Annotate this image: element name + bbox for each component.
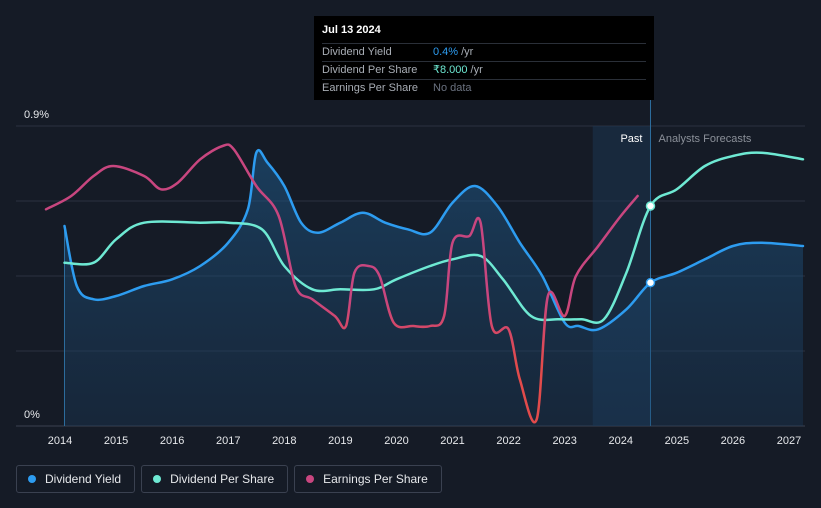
tooltip-row-dividend-yield: Dividend Yield 0.4% /yr — [322, 44, 646, 61]
tooltip-label: Earnings Per Share — [322, 82, 418, 94]
dividend-yield-line — [63, 148, 805, 332]
legend-label: Earnings Per Share — [323, 472, 428, 486]
tooltip-label: Dividend Per Share — [322, 64, 418, 76]
x-tick-label: 2024 — [609, 435, 633, 447]
legend-dot-icon — [28, 475, 36, 483]
tooltip-value: No data — [433, 82, 472, 94]
legend-item-dividend-per-share[interactable]: Dividend Per Share — [141, 465, 289, 493]
past-label: Past — [620, 133, 642, 145]
x-tick-label: 2018 — [272, 435, 296, 447]
x-tick-label: 2026 — [721, 435, 745, 447]
tooltip: Jul 13 2024 Dividend Yield 0.4% /yr Divi… — [314, 16, 654, 100]
y-tick-label: 0.9% — [24, 109, 49, 121]
y-tick-label: 0% — [24, 409, 40, 421]
x-tick-label: 2020 — [384, 435, 408, 447]
x-tick-label: 2022 — [496, 435, 520, 447]
chart-legend: Dividend Yield Dividend Per Share Earnin… — [16, 465, 442, 493]
legend-label: Dividend Yield — [45, 472, 122, 486]
legend-item-dividend-yield[interactable]: Dividend Yield — [16, 465, 136, 493]
tooltip-divider — [322, 79, 646, 80]
tooltip-row-earnings-per-share: Earnings Per Share No data — [322, 80, 646, 97]
data-point-marker — [645, 277, 656, 288]
dividend-yield-area — [64, 150, 804, 427]
legend-dot-icon — [153, 475, 162, 483]
legend-label: Dividend Per Share — [170, 472, 275, 486]
tooltip-value: ₹8.000 — [433, 64, 468, 76]
x-tick-label: 2019 — [328, 435, 352, 447]
x-tick-label: 2025 — [665, 435, 689, 447]
tooltip-divider — [322, 61, 646, 62]
tooltip-date: Jul 13 2024 — [322, 24, 381, 36]
x-tick-label: 2017 — [216, 435, 240, 447]
x-tick-label: 2014 — [48, 435, 72, 447]
forecast-label: Analysts Forecasts — [658, 133, 751, 145]
tooltip-row-dividend-per-share: Dividend Per Share ₹8.000 /yr — [322, 62, 646, 79]
x-tick-label: 2023 — [552, 435, 576, 447]
x-tick-label: 2016 — [160, 435, 184, 447]
tooltip-label: Dividend Yield — [322, 46, 392, 58]
legend-dot-icon — [306, 475, 315, 483]
x-tick-label: 2021 — [440, 435, 464, 447]
data-point-marker — [645, 201, 656, 211]
tooltip-value: 0.4% — [433, 46, 459, 58]
x-tick-label: 2015 — [104, 435, 128, 447]
dividend-per-share-line — [63, 151, 805, 324]
tooltip-unit: /yr — [470, 64, 483, 76]
x-tick-label: 2027 — [777, 435, 801, 447]
earnings-per-share-line — [44, 143, 639, 424]
tooltip-divider — [322, 43, 646, 44]
tooltip-unit: /yr — [461, 46, 474, 58]
legend-item-earnings-per-share[interactable]: Earnings Per Share — [294, 465, 442, 493]
